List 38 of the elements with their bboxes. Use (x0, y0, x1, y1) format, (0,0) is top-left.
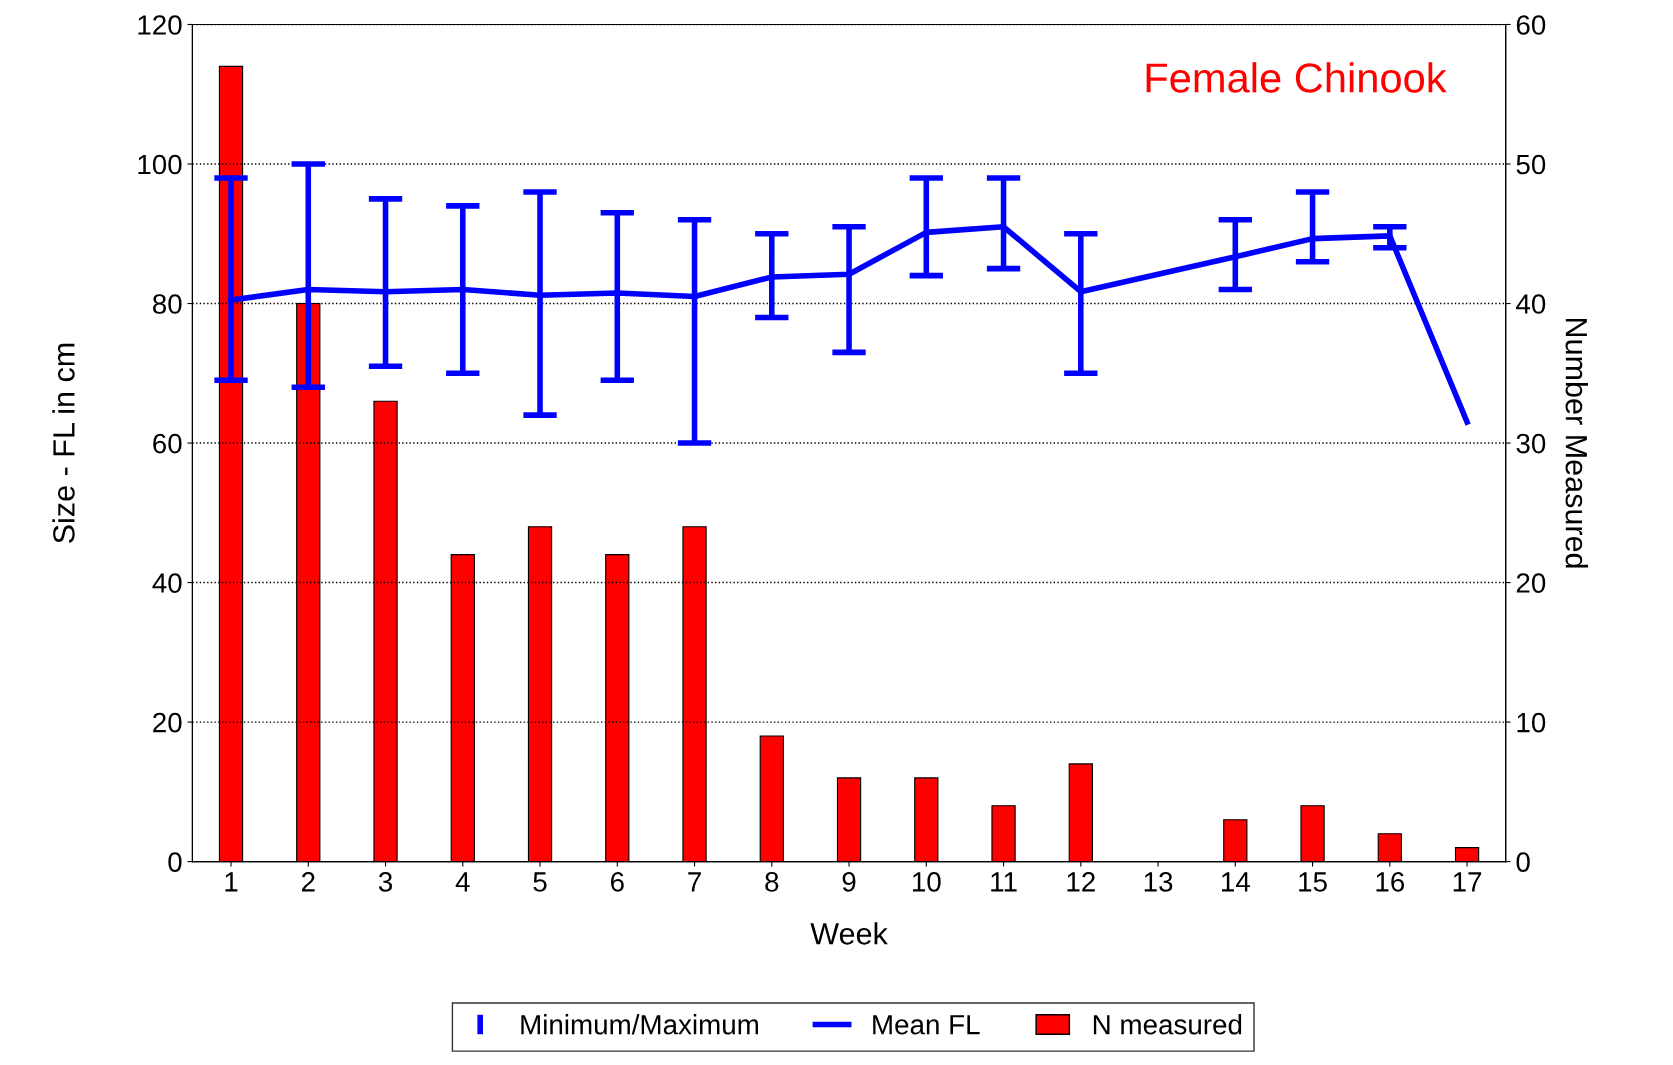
y2-tick-label: 60 (1516, 15, 1546, 35)
y2-axis-title: Number Measured (1565, 319, 1588, 568)
y-tick-label: 120 (138, 15, 182, 35)
text: Female Chinook (1146, 62, 1447, 93)
legend-label: N measured (1093, 1014, 1242, 1035)
x-tick-label: 16 (1376, 872, 1405, 892)
y-tick-label: 60 (153, 433, 182, 454)
x-tick-label: 1 (225, 872, 238, 892)
y-tick-label: 0 (168, 852, 182, 872)
x-tick-label: 9 (842, 872, 856, 892)
y2-tick-label: 20 (1516, 573, 1546, 593)
x-tick-label: 2 (301, 872, 315, 892)
y-tick-label: 40 (152, 573, 182, 593)
x-tick-label: 13 (1144, 872, 1173, 892)
y2-tick-label: 0 (1516, 852, 1530, 872)
x-tick-label: 7 (688, 872, 701, 892)
x-tick-label: 5 (533, 872, 547, 892)
y2-tick-label: 30 (1516, 433, 1546, 454)
x-tick-label: 11 (991, 872, 1017, 892)
y2-tick-label: 10 (1517, 712, 1546, 733)
x-tick-label: 10 (912, 872, 941, 892)
y2-tick-label: 50 (1516, 154, 1546, 175)
x-tick-label: 6 (610, 872, 624, 892)
x-tick-label: 3 (378, 872, 393, 892)
x-tick-label: 17 (1453, 872, 1482, 892)
x-tick-label: 8 (765, 872, 779, 892)
x-tick-label: 15 (1299, 872, 1327, 892)
text: Minimum/Maximum (521, 1014, 758, 1035)
y-axis-title: Size - FL in cm (52, 343, 75, 543)
y-tick-label: 100 (138, 154, 182, 175)
y-tick-label: 80 (152, 294, 182, 314)
x-tick-label: 14 (1221, 872, 1250, 892)
x-tick-label: 4 (455, 872, 470, 892)
y-tick-label: 20 (153, 712, 182, 733)
x-axis-title: Week (810, 922, 888, 945)
x-tick-label: 12 (1067, 872, 1095, 892)
legend-label: Mean FL (873, 1015, 980, 1035)
y2-tick-label: 40 (1516, 294, 1546, 314)
